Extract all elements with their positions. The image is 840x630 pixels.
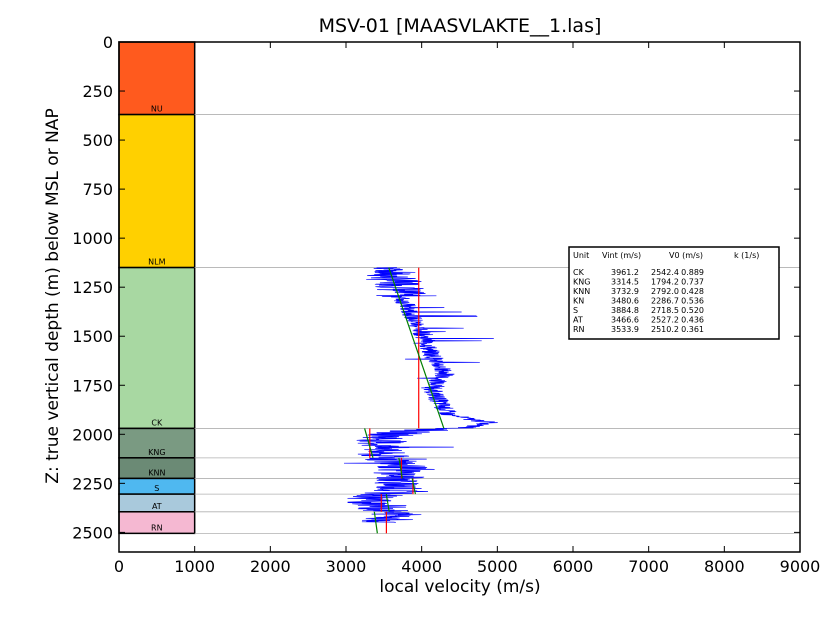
table-cell: 2792.0 bbox=[651, 287, 679, 296]
table-cell: 0.436 bbox=[681, 316, 704, 325]
y-tick-label: 2500 bbox=[72, 523, 113, 542]
strat-unit-label: AT bbox=[152, 502, 162, 511]
strat-unit-nu bbox=[118, 41, 196, 116]
x-tick-label: 3000 bbox=[326, 557, 367, 576]
table-cell: KNN bbox=[573, 287, 590, 296]
table-header-cell: V0 (m/s) bbox=[669, 251, 703, 260]
trend-line-at bbox=[385, 494, 390, 512]
x-tick-label: 0 bbox=[114, 557, 124, 576]
strat-unit-kng bbox=[118, 427, 196, 459]
table-header-cell: k (1/s) bbox=[734, 251, 759, 260]
y-tick-label: 250 bbox=[82, 82, 113, 101]
strat-unit-label: RN bbox=[151, 523, 163, 532]
trend-line-s bbox=[411, 478, 416, 495]
table-cell: 3466.6 bbox=[611, 316, 639, 325]
table-cell: 2510.2 bbox=[651, 325, 679, 334]
strat-unit-ck bbox=[118, 266, 196, 430]
x-tick-label: 6000 bbox=[553, 557, 594, 576]
table-cell: AT bbox=[573, 316, 583, 325]
strat-unit-nlm bbox=[118, 113, 196, 269]
x-tick-label: 2000 bbox=[250, 557, 291, 576]
velocity-table-box bbox=[568, 246, 780, 340]
chart-title: MSV-01 [MAASVLAKTE__1.las] bbox=[319, 15, 602, 37]
velocity-table: Unit Vint (m/s) V0 (m/s) k (1/s) CK 3961.2 254… bbox=[568, 246, 780, 340]
y-tick-label: 2250 bbox=[72, 474, 113, 493]
y-tick-label: 500 bbox=[82, 131, 113, 150]
trend-line-rn bbox=[373, 511, 378, 534]
table-header-cell: Vint (m/s) bbox=[602, 251, 641, 260]
table-cell: KN bbox=[573, 297, 584, 306]
table-cell: 0.737 bbox=[681, 278, 704, 287]
y-axis-label: Z: true vertical depth (m) below MSL or … bbox=[43, 108, 63, 483]
strat-unit-label: CK bbox=[151, 418, 163, 427]
table-cell: 3732.9 bbox=[611, 287, 639, 296]
table-cell: 2286.7 bbox=[651, 297, 679, 306]
table-cell: KNG bbox=[573, 278, 590, 287]
table-cell: RN bbox=[573, 325, 585, 334]
trend-line-kng bbox=[364, 428, 374, 459]
table-cell: 2527.2 bbox=[651, 316, 679, 325]
velocity-log-series bbox=[343, 267, 498, 523]
table-cell: 3961.2 bbox=[611, 268, 639, 277]
x-tick-label: 5000 bbox=[477, 557, 518, 576]
x-tick-label: 4000 bbox=[401, 557, 442, 576]
y-tick-label: 1500 bbox=[72, 327, 113, 346]
table-cell: 0.889 bbox=[681, 268, 704, 277]
trend-line-knn bbox=[398, 457, 403, 479]
strat-unit-label: KNG bbox=[148, 448, 165, 457]
table-cell: S bbox=[573, 306, 578, 315]
table-cell: 2718.5 bbox=[651, 306, 679, 315]
x-axis-label: local velocity (m/s) bbox=[379, 577, 540, 597]
x-tick-label: 9000 bbox=[780, 557, 821, 576]
table-cell: 0.536 bbox=[681, 297, 704, 306]
table-header-cell: Unit bbox=[573, 251, 589, 260]
y-tick-label: 1250 bbox=[72, 278, 113, 297]
table-cell: 0.520 bbox=[681, 306, 704, 315]
table-cell: 0.428 bbox=[681, 287, 704, 296]
x-tick-label: 8000 bbox=[704, 557, 745, 576]
strat-unit-label: KNN bbox=[148, 468, 165, 477]
strat-unit-label: NU bbox=[151, 105, 163, 114]
y-tick-label: 0 bbox=[103, 33, 113, 52]
table-cell: 0.361 bbox=[681, 325, 704, 334]
table-cell: 2542.4 bbox=[651, 268, 679, 277]
table-cell: 3480.6 bbox=[611, 297, 639, 306]
y-tick-label: 2000 bbox=[72, 425, 113, 444]
x-tick-label: 7000 bbox=[628, 557, 669, 576]
y-tick-label: 750 bbox=[82, 180, 113, 199]
strat-unit-label: S bbox=[154, 484, 159, 493]
table-cell: 3884.8 bbox=[611, 306, 639, 315]
table-cell: CK bbox=[573, 268, 585, 277]
table-cell: 1794.2 bbox=[651, 278, 679, 287]
strat-unit-label: NLM bbox=[148, 258, 165, 267]
plot-frame bbox=[118, 41, 801, 553]
y-tick-label: 1000 bbox=[72, 229, 113, 248]
y-tick-label: 1750 bbox=[72, 376, 113, 395]
x-tick-label: 1000 bbox=[174, 557, 215, 576]
table-cell: 3314.5 bbox=[611, 278, 639, 287]
trend-line-ck bbox=[388, 267, 445, 429]
table-cell: 3533.9 bbox=[611, 325, 639, 334]
